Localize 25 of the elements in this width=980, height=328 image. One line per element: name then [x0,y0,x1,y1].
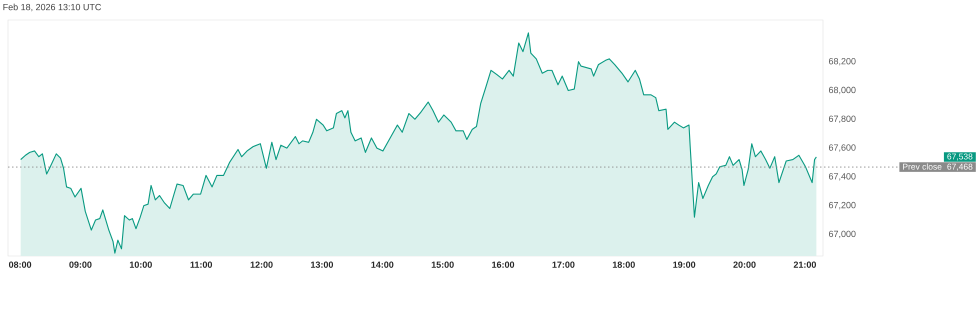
text: 67,538 [947,154,972,160]
x-tick-label: 16:00 [492,262,514,268]
x-tick-label: 15:00 [432,262,454,268]
text: 67,468 [947,164,972,171]
x-tick-label: 09:00 [69,262,92,268]
x-tick-label: 18:00 [612,262,635,268]
x-tick-label: 10:00 [130,262,152,268]
y-tick-label: 67,400 [828,173,856,181]
y-tick-label: 67,600 [828,144,856,152]
y-tick-label: 68,000 [828,86,856,94]
x-tick-label: 14:00 [371,262,394,268]
x-tick-label: 11:00 [190,262,212,268]
y-tick-label: 67,000 [828,230,856,238]
y-tick-label: 68,200 [828,58,856,66]
x-tick-label: 13:00 [311,262,334,268]
x-tick-label: 12:00 [250,262,273,268]
x-tick-label: 20:00 [733,262,756,268]
x-tick-label: 21:00 [794,262,816,268]
y-tick-label: 67,800 [828,116,856,123]
x-tick-label: 08:00 [8,262,32,268]
chart-title: Feb 18, 2026 13:10 UTC [3,4,102,12]
y-tick-label: 67,200 [828,202,856,210]
x-tick-label: 19:00 [673,262,696,268]
x-tick-label: 17:00 [552,262,575,268]
ref-line-label: Prev close [903,163,942,170]
